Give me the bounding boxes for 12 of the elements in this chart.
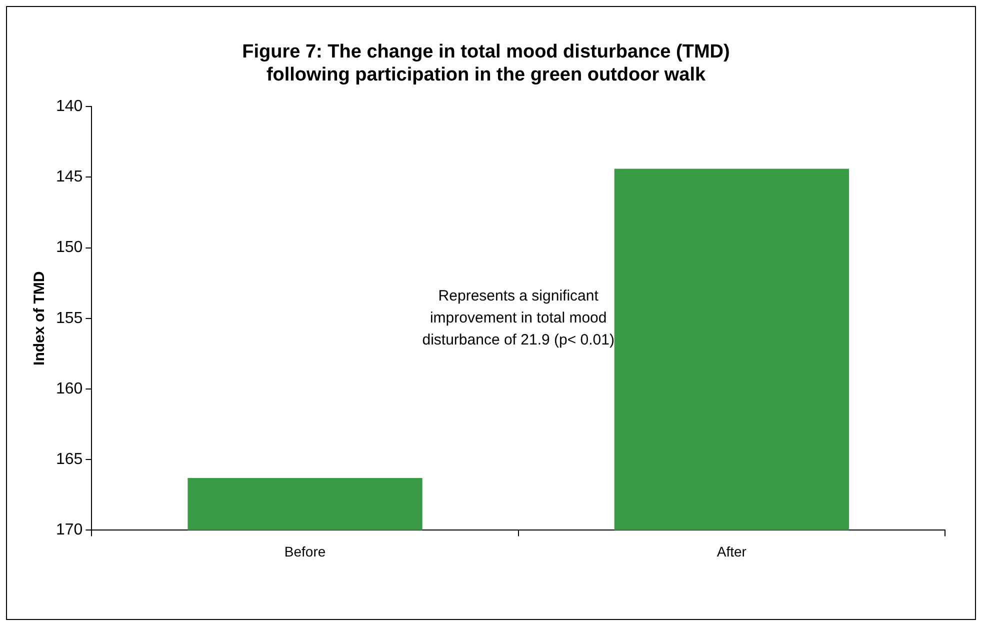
y-tick-label: 145	[56, 168, 83, 186]
y-tick-label: 155	[56, 310, 83, 327]
x-tick-label: After	[716, 543, 747, 560]
y-tick-label: 140	[56, 98, 83, 116]
x-tick-label: Before	[284, 543, 326, 560]
chart-title: Figure 7: The change in total mood disturbance (TMD) following participation in the green outdoor walk	[242, 42, 730, 86]
y-axis-title: Index of TMD	[31, 271, 48, 366]
y-tick-label: 165	[56, 451, 83, 468]
y-tick-label: 170	[56, 522, 83, 539]
annotation: Represents a significant improvement in total mood disturbance of 21.9 (p< 0.01)	[422, 288, 614, 349]
y-tick-label: 150	[56, 239, 83, 256]
y-tick-label: 160	[56, 380, 83, 398]
